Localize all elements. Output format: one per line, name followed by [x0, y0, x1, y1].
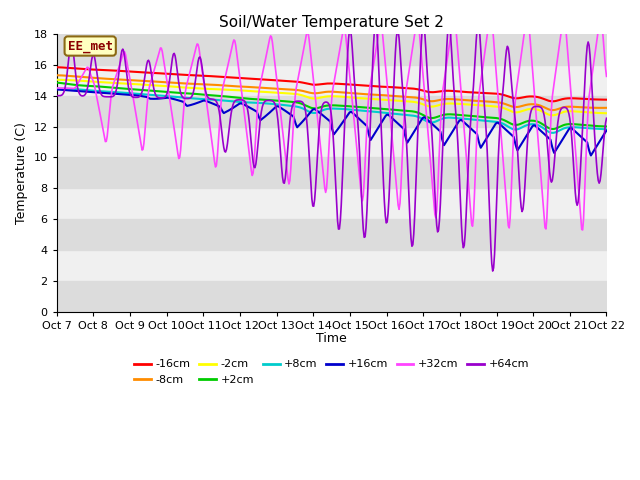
- Text: EE_met: EE_met: [68, 39, 113, 52]
- Y-axis label: Temperature (C): Temperature (C): [15, 122, 28, 224]
- Bar: [57, 219, 607, 250]
- Title: Soil/Water Temperature Set 2: Soil/Water Temperature Set 2: [219, 15, 444, 30]
- Legend: -16cm, -8cm, -2cm, +2cm, +8cm, +16cm, +32cm, +64cm: -16cm, -8cm, -2cm, +2cm, +8cm, +16cm, +3…: [130, 355, 533, 389]
- Bar: [57, 281, 607, 312]
- X-axis label: Time: Time: [316, 332, 347, 345]
- Bar: [57, 96, 607, 127]
- Bar: [57, 157, 607, 188]
- Bar: [57, 34, 607, 65]
